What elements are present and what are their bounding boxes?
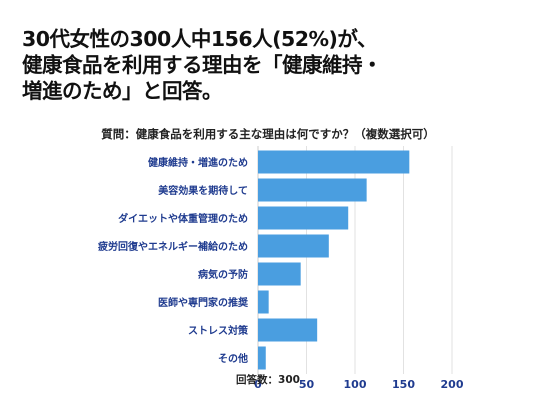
category-label: 美容効果を期待して xyxy=(158,184,248,197)
category-label: ストレス対策 xyxy=(188,324,249,337)
headline: 30代女性の300人中156人(52%)が、 健康食品を利用する理由を「健康維持… xyxy=(22,26,522,104)
bar xyxy=(258,178,367,202)
bar xyxy=(258,150,410,174)
bar xyxy=(258,346,266,370)
category-label: その他 xyxy=(218,352,248,365)
x-tick-label: 150 xyxy=(392,378,415,391)
bar xyxy=(258,206,349,230)
x-tick-label: 50 xyxy=(299,378,315,391)
category-label: 健康維持・増進のため xyxy=(148,156,248,169)
bar xyxy=(258,318,318,342)
x-tick-label: 100 xyxy=(344,378,367,391)
x-tick-label: 200 xyxy=(441,378,464,391)
headline-line-1: 30代女性の300人中156人(52%)が、 xyxy=(22,27,378,51)
x-tick-label: 0 xyxy=(254,378,262,391)
bar xyxy=(258,262,301,286)
bar xyxy=(258,290,269,314)
response-count: 回答数：300 xyxy=(236,374,300,386)
headline-line-2: 健康食品を利用する理由を「健康維持・ xyxy=(22,53,383,77)
category-label: ダイエットや体重管理のため xyxy=(118,212,248,225)
category-label: 病気の予防 xyxy=(198,268,248,281)
bar xyxy=(258,234,329,258)
category-label: 疲労回復やエネルギー補給のため xyxy=(98,240,248,253)
category-label: 医師や専門家の推奨 xyxy=(158,296,249,309)
headline-line-3: 増進のため」と回答。 xyxy=(22,79,223,103)
chart-title: 質問：健康食品を利用する主な理由は何ですか？（複数選択可） xyxy=(101,127,435,141)
